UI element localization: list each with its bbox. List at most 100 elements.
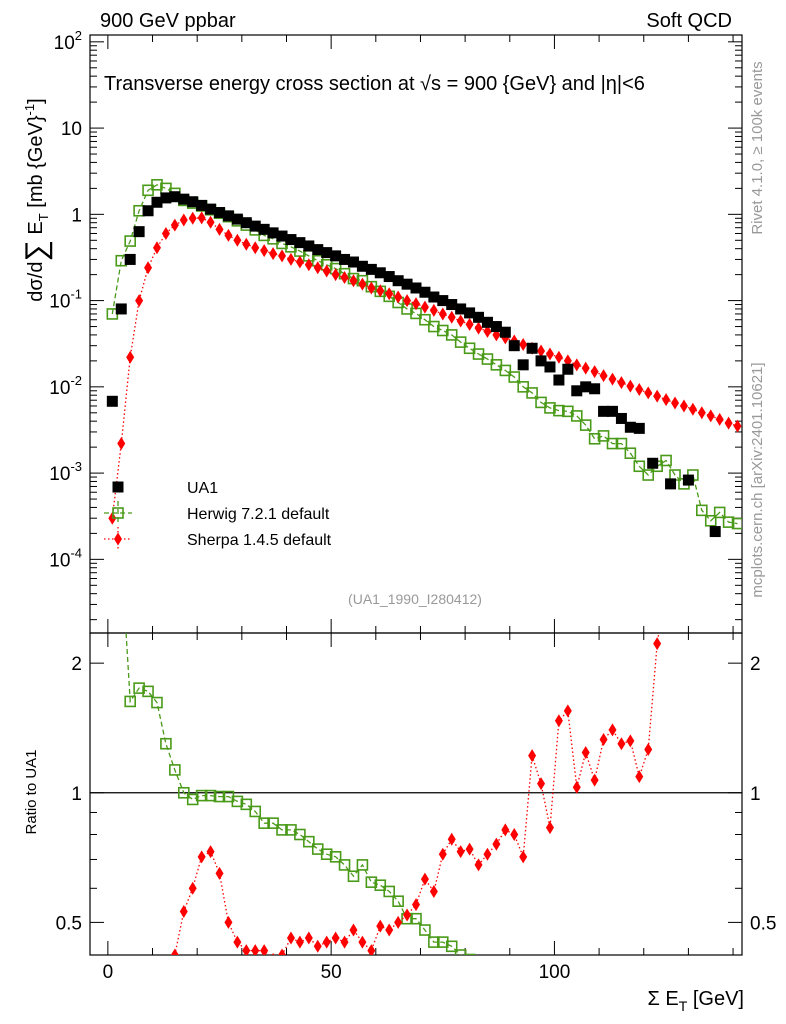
main-point bbox=[642, 469, 655, 481]
main-point bbox=[731, 517, 742, 530]
main-point bbox=[294, 237, 306, 249]
ratio-series-0 bbox=[124, 633, 476, 955]
ratio-point bbox=[251, 944, 260, 955]
ratio-point bbox=[454, 949, 467, 955]
main-point bbox=[581, 361, 590, 375]
main-point bbox=[133, 226, 145, 238]
main-point bbox=[615, 437, 628, 450]
ratio-point bbox=[240, 798, 253, 811]
ratio-point bbox=[294, 828, 306, 841]
ratio-point bbox=[177, 786, 190, 799]
main-point bbox=[124, 253, 136, 265]
main-point bbox=[144, 261, 153, 275]
main-point bbox=[579, 419, 592, 431]
ratio-point bbox=[347, 870, 360, 883]
main-point bbox=[392, 275, 404, 287]
main-y-tick-label: 10-1 bbox=[49, 287, 82, 313]
ratio-point bbox=[295, 935, 304, 949]
main-y-tick-label: 10 bbox=[61, 119, 82, 140]
main-point bbox=[214, 207, 226, 219]
main-point bbox=[410, 282, 422, 294]
main-point bbox=[197, 211, 206, 225]
ratio-y-axis: 0.5 0.5 1 1 2 2 bbox=[56, 654, 777, 934]
main-point bbox=[481, 316, 493, 328]
legend-label: Herwig 7.2.1 default bbox=[187, 506, 330, 523]
main-point bbox=[733, 419, 742, 433]
ratio-point bbox=[233, 935, 242, 949]
ratio-point bbox=[383, 885, 396, 898]
ratio-point bbox=[420, 872, 429, 886]
ratio-point bbox=[276, 824, 288, 836]
main-point bbox=[437, 295, 449, 307]
ratio-point bbox=[231, 795, 244, 808]
main-point bbox=[465, 317, 474, 331]
main-point bbox=[490, 321, 502, 333]
main-point bbox=[715, 412, 724, 426]
main-point bbox=[438, 307, 447, 321]
main-point bbox=[662, 393, 671, 407]
legend-label: Sherpa 1.4.5 default bbox=[187, 532, 332, 549]
ratio-point bbox=[124, 695, 136, 708]
main-point bbox=[276, 230, 288, 242]
ratio-point bbox=[188, 881, 197, 895]
main-point bbox=[633, 422, 645, 434]
ratio-point bbox=[447, 832, 456, 846]
ratio-point bbox=[133, 682, 145, 694]
ratio-point bbox=[403, 908, 412, 922]
ratio-series-layer bbox=[124, 633, 662, 955]
main-y-tick-label: 10-4 bbox=[49, 545, 82, 571]
main-point bbox=[615, 412, 627, 424]
ratio-point bbox=[358, 935, 367, 949]
main-point bbox=[188, 211, 197, 225]
ratio-point bbox=[445, 940, 458, 953]
main-point bbox=[428, 320, 440, 333]
ratio-point bbox=[501, 823, 510, 837]
legend-marker bbox=[112, 481, 124, 493]
main-point bbox=[285, 234, 297, 246]
ratio-y-tick-label: 0.5 bbox=[56, 913, 82, 934]
main-point bbox=[205, 203, 217, 215]
main-point bbox=[135, 294, 144, 308]
main-point bbox=[365, 263, 377, 275]
main-point bbox=[367, 281, 376, 295]
main-y-tick-label: 1 bbox=[71, 205, 82, 226]
main-point bbox=[349, 274, 358, 288]
legend-marker bbox=[112, 507, 124, 519]
main-point bbox=[242, 237, 251, 251]
main-point bbox=[419, 286, 431, 298]
x-tick-label: 100 bbox=[539, 962, 571, 983]
legend-label: UA1 bbox=[187, 480, 218, 497]
ratio-point bbox=[242, 944, 251, 955]
main-point bbox=[665, 478, 677, 490]
ratio-point bbox=[224, 915, 233, 929]
main-point bbox=[624, 447, 637, 460]
main-point bbox=[679, 399, 688, 413]
main-point bbox=[169, 191, 181, 203]
main-point bbox=[697, 406, 706, 420]
main-point bbox=[688, 402, 697, 416]
ratio-point bbox=[197, 850, 206, 864]
main-point bbox=[454, 336, 467, 348]
main-point bbox=[374, 267, 386, 279]
ratio-point bbox=[142, 685, 154, 698]
main-point bbox=[267, 227, 279, 239]
main-point bbox=[713, 506, 726, 519]
main-point bbox=[142, 205, 154, 217]
main-point bbox=[419, 313, 431, 326]
ratio-point bbox=[483, 847, 492, 861]
main-point bbox=[724, 416, 733, 430]
ratio-point bbox=[419, 924, 431, 936]
ratio-point bbox=[340, 935, 349, 949]
ratio-x-axis: 0 50 100 bbox=[103, 633, 734, 983]
main-point bbox=[572, 358, 581, 372]
ratio-point bbox=[278, 948, 287, 955]
ratio-point bbox=[412, 898, 420, 912]
main-series-2 bbox=[108, 211, 742, 525]
ratio-point bbox=[590, 773, 599, 787]
main-point bbox=[403, 294, 412, 308]
main-point bbox=[278, 249, 287, 263]
main-point bbox=[303, 240, 315, 252]
main-point bbox=[356, 260, 368, 272]
watermark: (UA1_1990_I280412) bbox=[348, 591, 482, 607]
x-tick-label: 50 bbox=[321, 962, 342, 983]
